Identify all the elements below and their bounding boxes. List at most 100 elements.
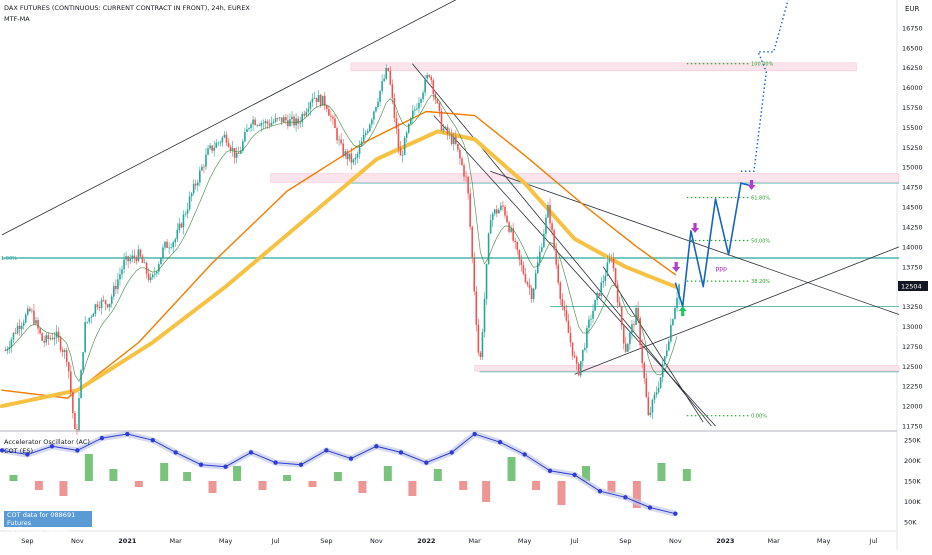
cot-info-line2: CFTC Code: 088691: [7, 527, 72, 535]
cot-point: [248, 450, 254, 455]
cot-point: [449, 450, 454, 455]
trendline: [412, 63, 712, 427]
oscillator-bar: [482, 481, 491, 502]
cot-point: [273, 460, 278, 465]
cot-line: [1, 433, 676, 515]
cot-point: [125, 431, 130, 437]
candle-body: [65, 350, 68, 363]
cot-label: COT (ES): [4, 447, 33, 455]
candle-body: [96, 304, 99, 307]
oscillator-bar: [308, 481, 317, 487]
cot-point: [150, 437, 155, 443]
candle-body: [147, 273, 150, 281]
oscillator-bar: [59, 481, 68, 496]
candle-body: [196, 182, 199, 186]
candle-body: [326, 105, 328, 110]
candle-body: [594, 299, 596, 311]
oscillator-bar: [632, 481, 641, 508]
candle-body: [426, 74, 428, 79]
candle-body: [328, 109, 330, 116]
candle-body: [516, 242, 519, 250]
indicator-label: MTF-MA: [4, 15, 30, 23]
candle-body: [88, 317, 91, 322]
candle-body: [332, 116, 334, 119]
time-tick-label: Nov: [71, 537, 84, 545]
candle-body: [416, 108, 418, 110]
candle-body: [303, 113, 306, 116]
candle-body: [653, 394, 656, 400]
candle-body: [659, 377, 662, 388]
candle-body: [170, 247, 172, 248]
candle-body: [209, 145, 211, 149]
candle-body: [299, 122, 301, 124]
candle-body: [295, 118, 297, 126]
candle-body: [407, 123, 410, 133]
candle-body: [647, 397, 650, 416]
candle-body: [364, 132, 367, 135]
time-tick-label: Jul: [869, 537, 878, 545]
candle-body: [143, 262, 146, 264]
candle-body: [192, 183, 195, 194]
candle-body: [543, 233, 545, 248]
candle-body: [254, 119, 256, 126]
candle-body: [446, 127, 449, 135]
price-tick-label: 12750: [902, 343, 923, 351]
candle-body: [39, 328, 41, 334]
time-tick-label: Jul: [271, 537, 280, 545]
candle-body: [657, 387, 660, 393]
supply-demand-zone: [474, 365, 900, 372]
candle-body: [483, 298, 486, 333]
candle-body: [250, 124, 252, 129]
candle-body: [6, 349, 9, 351]
candle-body: [219, 142, 222, 144]
candle-body: [252, 119, 254, 125]
price-tick-label: 16500: [902, 44, 923, 52]
candle-body: [98, 306, 101, 309]
candle-body: [115, 285, 117, 290]
projection-path: [674, 182, 751, 308]
cot-point: [49, 444, 55, 449]
candle-body: [229, 146, 232, 151]
supply-demand-zone: [270, 173, 900, 183]
candle-body: [276, 118, 279, 119]
candle-body: [401, 155, 404, 156]
candle-body: [592, 310, 594, 319]
candle-body: [203, 166, 205, 168]
candle-body: [403, 137, 406, 156]
oscillator-bar: [208, 481, 217, 493]
candle-body: [469, 193, 471, 227]
price-tick-label: 14250: [902, 223, 923, 231]
candle-body: [383, 78, 385, 82]
time-tick-label: Jul: [570, 537, 579, 545]
candle-body: [289, 119, 291, 127]
candle-body: [559, 282, 562, 300]
candle-body: [495, 209, 498, 214]
candle-body: [264, 121, 267, 124]
candle-body: [618, 302, 621, 307]
candle-body: [340, 139, 342, 144]
candle-body: [467, 176, 469, 194]
candle-body: [231, 147, 234, 151]
candle-body: [70, 371, 72, 393]
candle-body: [190, 193, 193, 197]
oscillator-bar: [258, 481, 267, 490]
time-tick-label: Sep: [21, 537, 33, 545]
candle-body: [90, 316, 93, 318]
candle-body: [162, 247, 164, 258]
candle-body: [354, 157, 357, 160]
candle-body: [313, 97, 316, 99]
candle-body: [442, 128, 445, 131]
candle-body: [471, 226, 474, 258]
candle-body: [610, 258, 613, 259]
candle-body: [481, 332, 484, 357]
candle-body: [428, 74, 431, 77]
candle-body: [414, 109, 416, 111]
oscillator-tick-label: 250K: [904, 437, 921, 445]
candle-body: [260, 123, 263, 126]
candle-body: [237, 152, 240, 154]
candle-body: [616, 284, 619, 303]
candle-body: [620, 306, 623, 326]
candle-body: [53, 337, 56, 340]
